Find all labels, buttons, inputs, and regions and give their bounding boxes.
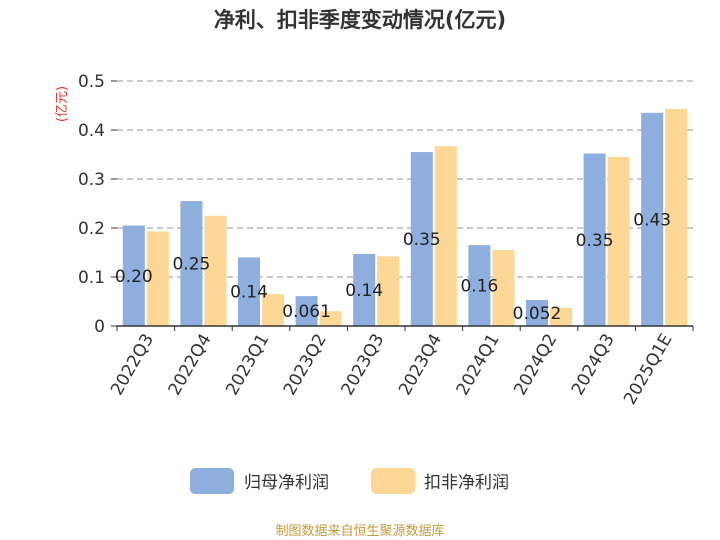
data-label: 0.20 — [115, 267, 153, 287]
bar-deducted-profit — [146, 231, 169, 326]
x-tick-label: 2025Q1E — [620, 331, 676, 409]
legend: 归母净利润 扣非净利润 — [190, 468, 509, 494]
data-label: 0.14 — [345, 281, 383, 301]
x-tick-label: 2023Q2 — [280, 331, 331, 399]
legend-swatch-deducted-profit — [371, 468, 415, 494]
legend-label-deducted-profit: 扣非净利润 — [424, 473, 509, 493]
data-label: 0.25 — [172, 255, 210, 275]
y-tick-label: 0.5 — [78, 72, 105, 92]
source-note: 制图数据来自恒生聚源数据库 — [275, 523, 444, 539]
data-label: 0.061 — [282, 302, 331, 322]
bar-net-profit — [468, 245, 491, 326]
x-axis: 2022Q3 2022Q4 2023Q1 2023Q2 2023Q3 2023Q4 2024… — [107, 326, 694, 409]
data-label: 0.43 — [633, 210, 671, 230]
y-axis: 0 0.1 0.2 0.3 0.4 0.5 — [78, 72, 117, 337]
y-tick-label: 0.4 — [78, 121, 105, 141]
data-label: 0.052 — [513, 304, 562, 324]
data-label: 0.16 — [460, 277, 498, 297]
bar-deducted-profit — [262, 294, 284, 326]
bar-net-profit — [641, 112, 664, 326]
legend-swatch-net-profit — [190, 468, 234, 494]
bar-net-profit — [180, 201, 203, 326]
bar-deducted-profit — [665, 108, 688, 327]
bar-net-profit — [295, 296, 318, 326]
bar-net-profit — [410, 152, 433, 326]
y-axis-label: (亿元) — [55, 86, 70, 122]
y-tick-label: 0.2 — [78, 219, 105, 239]
bar-deducted-profit — [607, 156, 630, 326]
bar-deducted-profit — [550, 307, 572, 326]
x-tick-label: 2024Q3 — [568, 331, 619, 399]
x-tick-label: 2024Q1 — [453, 331, 504, 399]
y-tick-label: 0 — [94, 317, 105, 337]
bar-net-profit — [238, 257, 260, 326]
bar-deducted-profit — [492, 250, 515, 326]
data-label: 0.14 — [230, 283, 268, 303]
data-label: 0.35 — [403, 230, 441, 250]
x-tick-label: 2023Q3 — [337, 331, 388, 399]
x-tick-label: 2024Q2 — [510, 331, 561, 399]
bar-deducted-profit — [434, 146, 457, 326]
bar-net-profit — [583, 153, 606, 326]
legend-label-net-profit: 归母净利润 — [244, 473, 329, 493]
data-labels: 0.20 0.25 0.14 0.061 0.14 0.35 0.16 0.052 0.35 0.… — [115, 210, 671, 324]
chart-title: 净利、扣非季度变动情况(亿元) — [214, 8, 506, 32]
data-label: 0.35 — [576, 231, 614, 251]
bar-deducted-profit — [204, 215, 227, 326]
bar-net-profit — [122, 225, 145, 326]
x-tick-label: 2023Q4 — [395, 331, 446, 399]
bar-deducted-profit — [377, 256, 400, 326]
x-tick-label: 2022Q4 — [165, 331, 216, 399]
y-tick-label: 0.1 — [78, 268, 105, 288]
bars — [122, 108, 688, 327]
y-tick-label: 0.3 — [78, 170, 105, 190]
bar-net-profit — [353, 253, 376, 326]
bar-net-profit — [526, 300, 548, 326]
bar-deducted-profit — [319, 311, 342, 326]
x-tick-label: 2023Q1 — [222, 331, 273, 399]
x-tick-label: 2022Q3 — [107, 331, 158, 399]
